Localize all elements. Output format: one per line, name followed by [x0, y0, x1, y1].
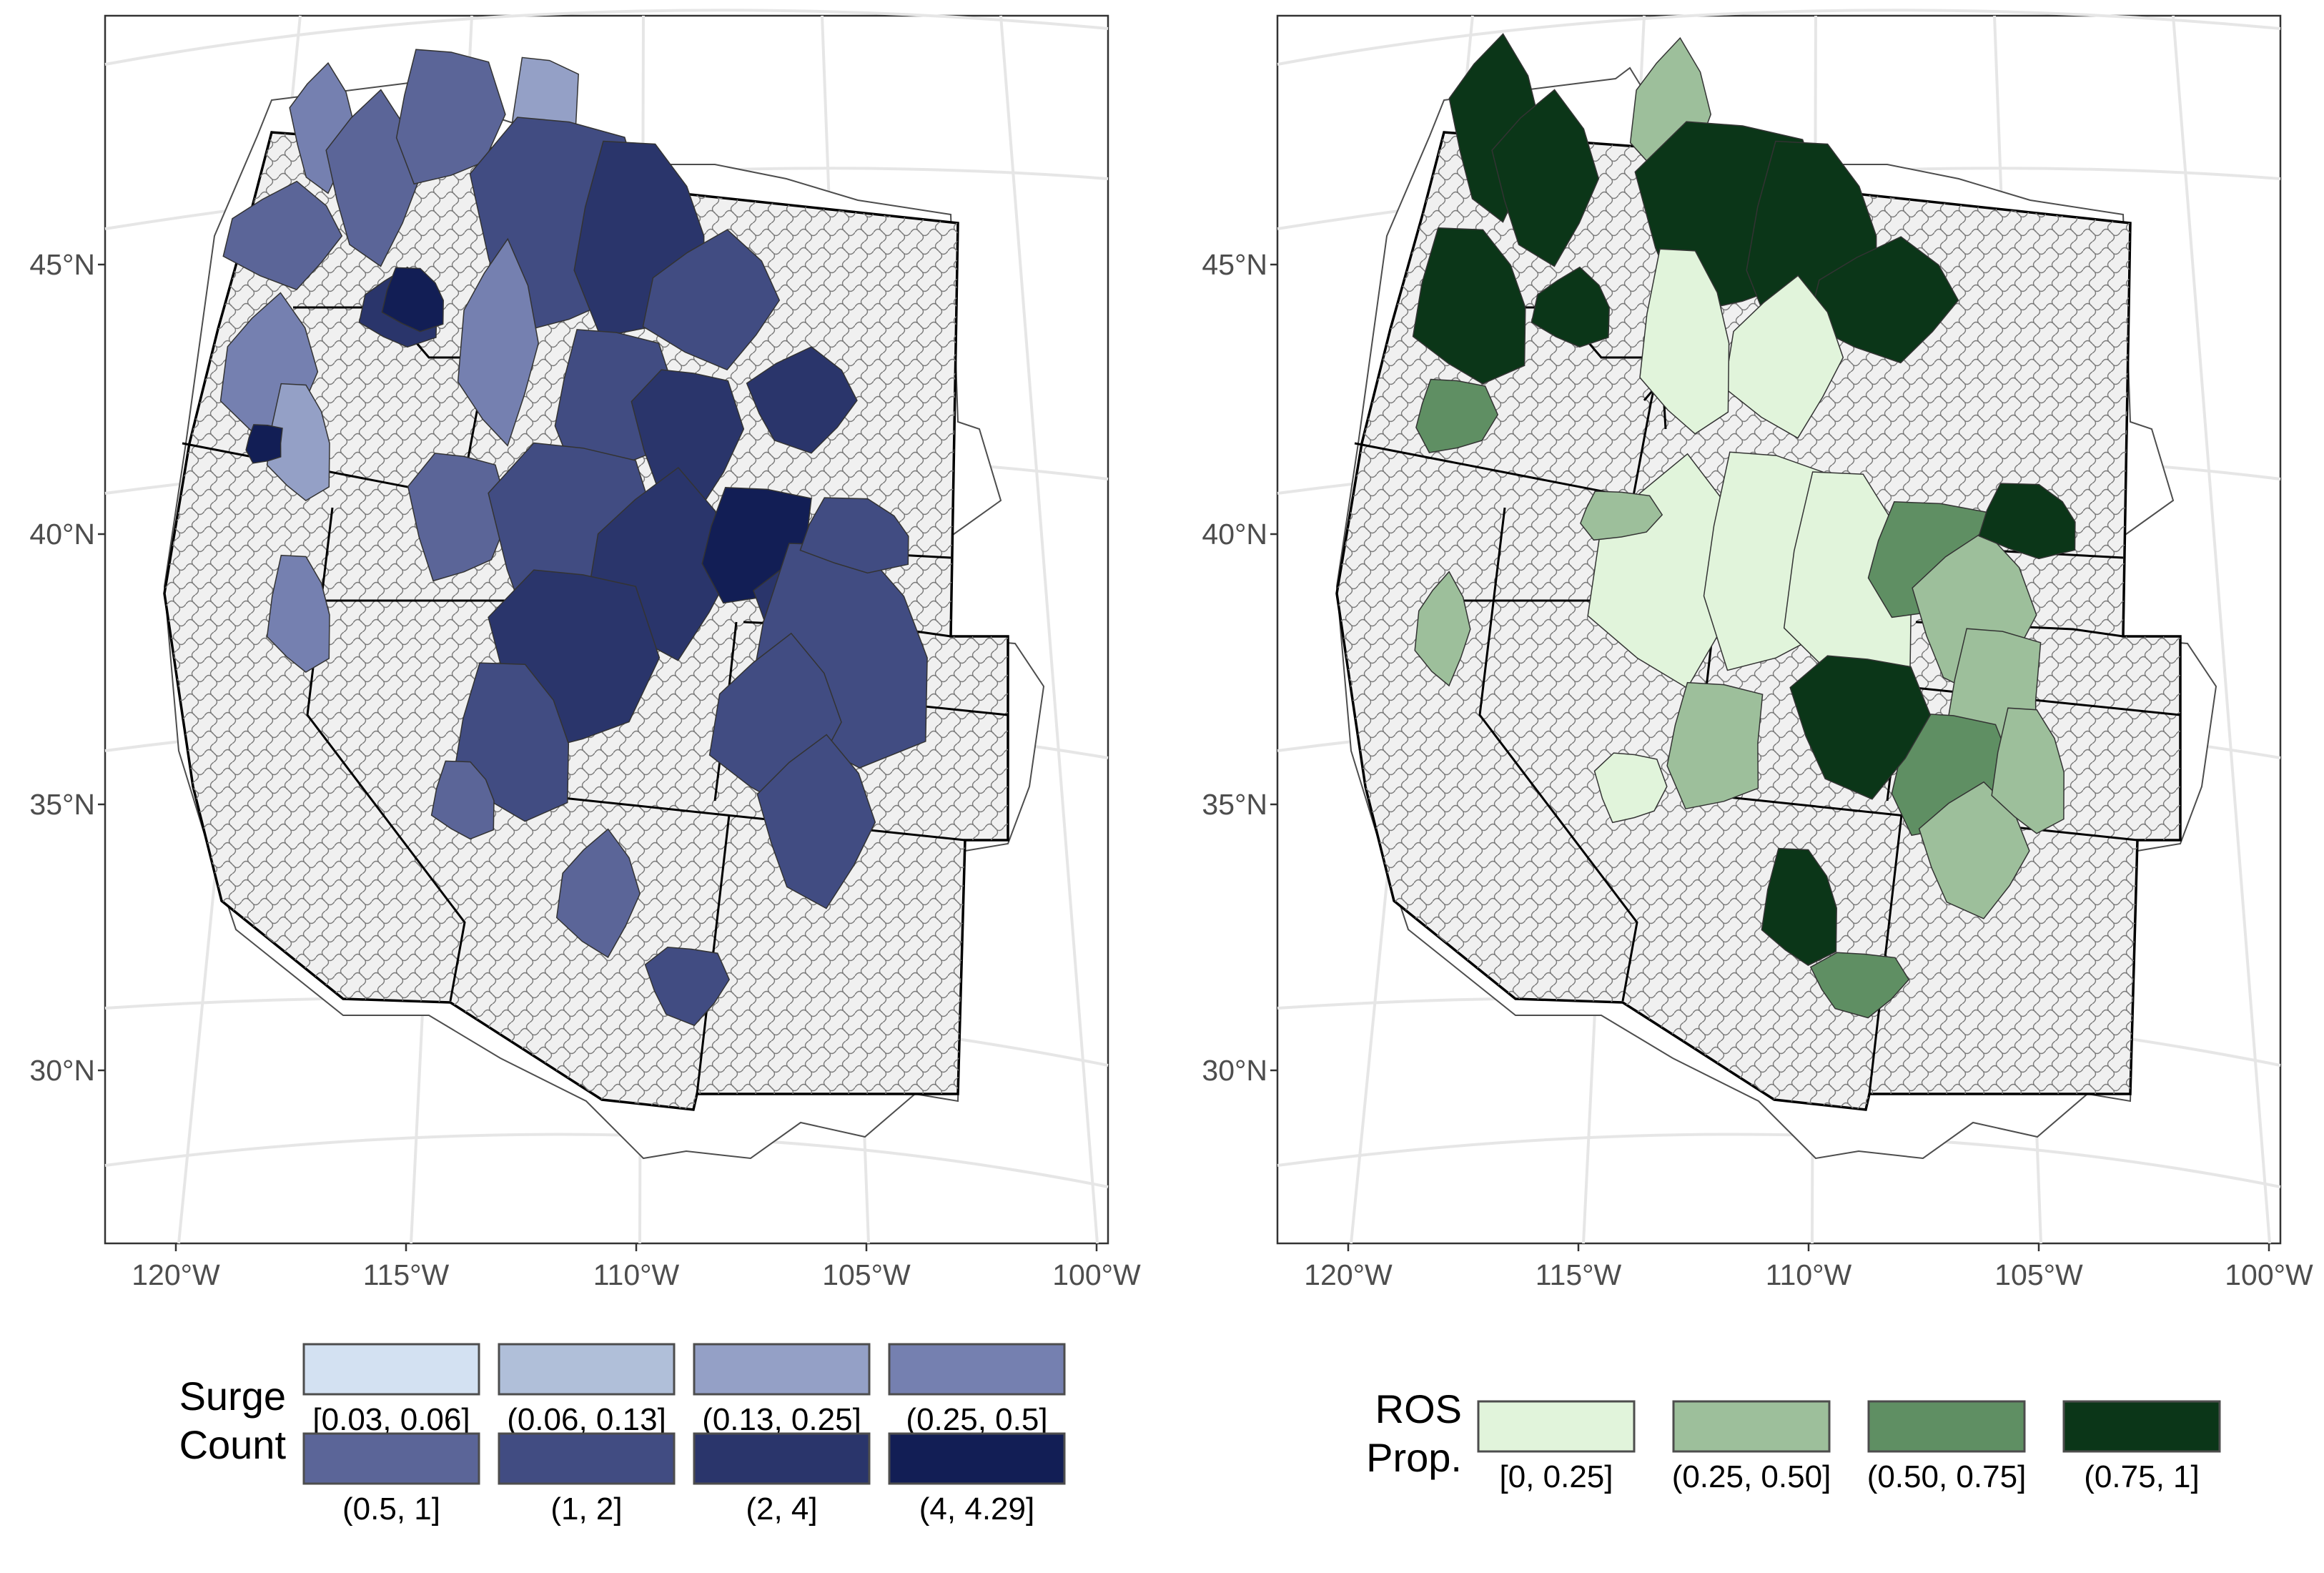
basin-patch	[555, 828, 641, 958]
ros-proportion-map: 45°N 40°N 35°N 30°N 120°W 115°W 110°W 105°W 100…	[1202, 9, 2313, 1291]
latitude-tick-label: 35°N	[29, 788, 95, 821]
longitude-labels: 120°W 115°W 110°W 105°W 100°W	[1304, 1243, 2313, 1291]
longitude-tick-label: 110°W	[593, 1258, 680, 1291]
legend-title-line-1: Surge	[179, 1374, 286, 1419]
legend-swatch	[302, 1343, 480, 1396]
surge-count-legend: Surge Count [0.03, 0.06] (0.06, 0.13] (0.1…	[179, 1343, 1066, 1527]
longitude-tick-label: 110°W	[1766, 1258, 1852, 1291]
latitude-tick-label: 40°N	[1202, 518, 1267, 551]
basin-patch	[799, 497, 909, 574]
longitude-labels: 120°W 115°W 110°W 105°W 100°W	[132, 1243, 1141, 1291]
latitude-tick-label: 45°N	[1202, 248, 1267, 281]
legend-swatch	[302, 1432, 480, 1485]
legend-swatch	[1477, 1400, 1636, 1453]
basin-patch	[1580, 490, 1663, 541]
longitude-tick-label: 105°W	[1994, 1258, 2083, 1291]
surge-basins	[219, 49, 928, 1027]
basin-patch	[1531, 266, 1610, 348]
legend-label: (0.25, 0.5]	[906, 1402, 1047, 1437]
legend-swatch	[693, 1343, 871, 1396]
basin-patch	[1789, 655, 1932, 800]
legend-label: (4, 4.29]	[919, 1491, 1034, 1527]
basin-patch	[1666, 681, 1764, 810]
basin-patch	[1412, 227, 1526, 385]
longitude-tick-label: 100°W	[2225, 1258, 2313, 1291]
legend-swatch	[888, 1432, 1066, 1485]
legend-title-line-1: ROS	[1375, 1386, 1462, 1431]
legend-items: [0.03, 0.06] (0.06, 0.13] (0.13, 0.25] (0.2…	[302, 1343, 1066, 1527]
legend-label: [0, 0.25]	[1499, 1459, 1613, 1494]
basin-patch	[395, 49, 506, 185]
latitude-tick-label: 40°N	[29, 518, 95, 551]
basin-patch	[644, 947, 731, 1027]
legend-label: (0.25, 0.50]	[1672, 1459, 1831, 1494]
basin-patch	[1991, 707, 2065, 834]
basin-patch	[1414, 571, 1471, 687]
legend-swatch	[2062, 1400, 2221, 1453]
latitude-tick-label: 35°N	[1202, 788, 1267, 821]
basin-patch	[430, 760, 495, 840]
latitude-tick-label: 30°N	[1202, 1054, 1267, 1087]
ros-prop-legend: ROS Prop. [0, 0.25] (0.25, 0.50] (0.50, 0.…	[1366, 1386, 2221, 1494]
legend-label: (0.13, 0.25]	[702, 1402, 861, 1437]
legend-label: (0.06, 0.13]	[507, 1402, 666, 1437]
legend-label: (2, 4]	[746, 1491, 817, 1527]
basin-patch	[245, 424, 283, 464]
basin-patch	[325, 89, 420, 267]
legend-swatch	[888, 1343, 1066, 1396]
longitude-tick-label: 120°W	[1304, 1258, 1393, 1291]
basin-patch	[457, 237, 539, 447]
basin-patch	[642, 229, 781, 371]
longitude-tick-label: 115°W	[363, 1258, 450, 1291]
basin-patch	[1978, 483, 2076, 560]
legend-swatch	[498, 1432, 676, 1485]
legend-swatch	[693, 1432, 871, 1485]
basin-patch	[746, 346, 858, 454]
legend-label: [0.03, 0.06]	[312, 1402, 470, 1437]
basin-patch	[1491, 89, 1600, 267]
longitude-tick-label: 120°W	[132, 1258, 220, 1291]
legend-title-line-2: Prop.	[1366, 1435, 1462, 1480]
legend-label: (1, 2]	[550, 1491, 622, 1527]
longitude-tick-label: 105°W	[822, 1258, 911, 1291]
basin-patch	[1809, 952, 1910, 1019]
basin-patch	[222, 180, 343, 290]
basin-patch	[631, 369, 745, 514]
basin-patch	[1593, 752, 1668, 824]
basin-patch	[756, 734, 876, 909]
legend-swatch	[1672, 1400, 1831, 1453]
legend-swatch	[1867, 1400, 2026, 1453]
legend-items: [0, 0.25] (0.25, 0.50] (0.50, 0.75] (0.75, …	[1477, 1400, 2221, 1494]
basin-patch	[1639, 248, 1730, 435]
basin-patch	[1415, 378, 1499, 453]
basin-patch	[1761, 847, 1837, 966]
latitude-labels: 45°N 40°N 35°N 30°N	[1202, 248, 1277, 1087]
ros-basins	[1412, 33, 2076, 1019]
legend-label: (0.75, 1]	[2084, 1459, 2199, 1494]
basin-patch	[381, 267, 444, 332]
legend-label: (0.5, 1]	[342, 1491, 440, 1527]
latitude-labels: 45°N 40°N 35°N 30°N	[29, 248, 105, 1087]
legend-swatch	[498, 1343, 676, 1396]
basin-patch	[407, 453, 510, 582]
longitude-tick-label: 115°W	[1536, 1258, 1622, 1291]
legend-title-line-2: Count	[179, 1422, 287, 1467]
latitude-tick-label: 45°N	[29, 248, 95, 281]
basin-patch	[266, 554, 330, 674]
latitude-tick-label: 30°N	[29, 1054, 95, 1087]
longitude-tick-label: 100°W	[1052, 1258, 1141, 1291]
legend-label: (0.50, 0.75]	[1867, 1459, 2027, 1494]
surge-count-map: 45°N 40°N 35°N 30°N 120°W 115°W 110°W 105°W 100…	[29, 9, 1141, 1291]
